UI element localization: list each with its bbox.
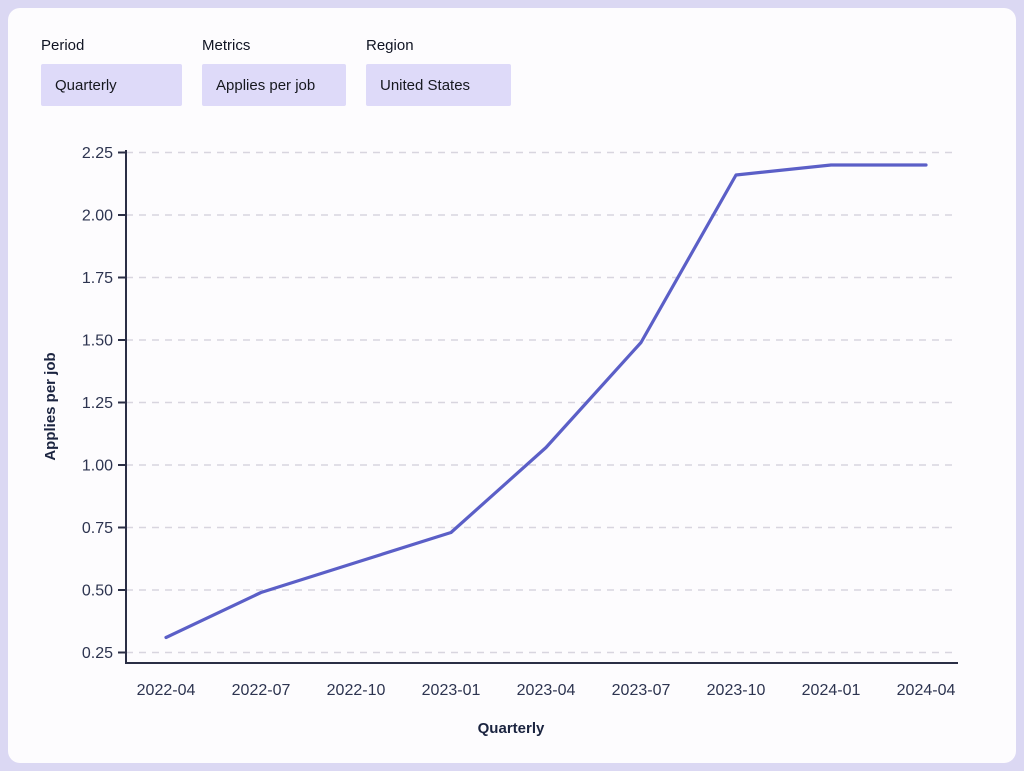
y-tick-label: 0.75: [82, 520, 113, 537]
x-tick-label: 2023-04: [517, 682, 576, 699]
metrics-label: Metrics: [202, 37, 251, 54]
x-axis-title: Quarterly: [478, 720, 545, 737]
metrics-select[interactable]: Applies per job: [202, 64, 346, 106]
y-tick-label: 1.50: [82, 333, 113, 350]
x-tick-label: 2022-07: [232, 682, 291, 699]
region-label: Region: [366, 37, 414, 54]
filter-bar: Period Quarterly Metrics Applies per job…: [41, 38, 511, 106]
filter-group-metrics: Metrics Applies per job: [202, 38, 346, 106]
y-tick-label: 2.25: [82, 145, 113, 162]
period-select-value: Quarterly: [55, 76, 117, 94]
chart-card: Period Quarterly Metrics Applies per job…: [8, 8, 1016, 763]
period-select[interactable]: Quarterly: [41, 64, 182, 106]
y-tick-label: 0.25: [82, 645, 113, 662]
region-select-value: United States: [380, 76, 471, 94]
x-tick-label: 2023-07: [612, 682, 671, 699]
line-chart: 0.25 0.50 0.75 1.00 1.25 1.50 1.75 2.00 2.25 2022…: [42, 145, 958, 737]
x-tick-label: 2023-10: [707, 682, 766, 699]
x-tick-label: 2022-10: [327, 682, 386, 699]
x-tick-label: 2023-01: [422, 682, 481, 699]
y-tick-label: 1.75: [82, 270, 113, 287]
metrics-select-value: Applies per job: [216, 76, 316, 94]
x-tick-label: 2024-04: [897, 682, 956, 699]
period-label: Period: [41, 37, 85, 54]
y-tick-label: 1.25: [82, 395, 113, 412]
y-tick-label: 2.00: [82, 208, 113, 225]
region-select[interactable]: United States: [366, 64, 511, 106]
x-tick-label: 2022-04: [137, 682, 196, 699]
x-tick-label: 2024-01: [802, 682, 861, 699]
filter-group-region: Region United States: [366, 38, 511, 106]
y-tick-label: 0.50: [82, 583, 113, 600]
y-axis-title: Applies per job: [42, 352, 59, 460]
series-line: [164, 163, 928, 640]
y-tick-label: 1.00: [82, 458, 113, 475]
filter-group-period: Period Quarterly: [41, 38, 182, 106]
